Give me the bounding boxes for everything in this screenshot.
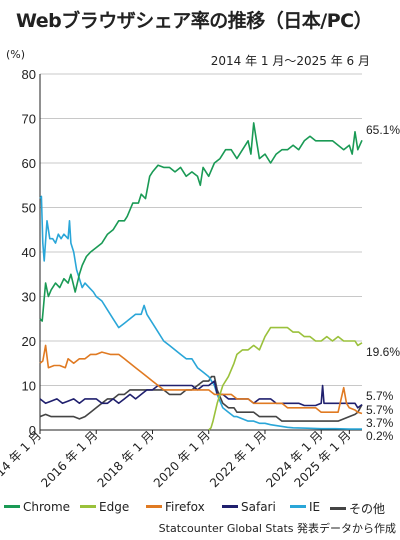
legend-swatch-edge bbox=[80, 505, 96, 508]
legend-label-chrome: Chrome bbox=[23, 500, 71, 514]
legend-item-edge: Edge bbox=[80, 500, 129, 518]
y-tick-label: 40 bbox=[22, 245, 36, 260]
source-note: Statcounter Global Stats 発表データから作成 bbox=[158, 522, 396, 535]
series-line-firefox bbox=[39, 344, 363, 415]
y-tick-label: 0 bbox=[29, 423, 36, 438]
legend-label-safari: Safari bbox=[241, 500, 276, 514]
legend-swatch-safari bbox=[222, 505, 238, 508]
legend-swatch-ie bbox=[290, 505, 306, 508]
x-tick-label: 2022 年 1 月 bbox=[207, 428, 269, 490]
end-label-edge: 19.6% bbox=[366, 345, 400, 359]
end-label-safari: 5.7% bbox=[366, 389, 394, 403]
legend: Chrome Edge Firefox Safari IE その他 bbox=[0, 500, 400, 518]
end-label-other: 5.7% bbox=[366, 403, 394, 417]
legend-item-ie: IE bbox=[290, 500, 320, 518]
x-tick-label: 2020 年 1 月 bbox=[151, 428, 213, 490]
legend-item-firefox: Firefox bbox=[146, 500, 205, 518]
series-line-chrome bbox=[39, 122, 363, 322]
x-tick-label: 2018 年 1 月 bbox=[95, 428, 157, 490]
y-tick-label: 60 bbox=[22, 156, 36, 171]
x-tick-label: 2016 年 1 月 bbox=[38, 428, 100, 490]
end-label-chrome: 65.1% bbox=[366, 123, 400, 137]
legend-swatch-chrome bbox=[4, 505, 20, 508]
legend-label-edge: Edge bbox=[99, 500, 130, 514]
y-tick-label: 80 bbox=[22, 67, 36, 82]
y-tick-label: 70 bbox=[22, 112, 36, 127]
period-label: 2014 年 1 月～2025 年 6 月 bbox=[210, 54, 370, 68]
legend-item-other: その他 bbox=[330, 500, 385, 518]
legend-swatch-firefox bbox=[146, 505, 162, 508]
x-tick-label: 2014 年 1 月 bbox=[0, 428, 44, 490]
series-line-edge bbox=[208, 326, 363, 431]
legend-item-safari: Safari bbox=[222, 500, 276, 518]
series-line-ie bbox=[39, 195, 362, 430]
y-tick-label: 30 bbox=[22, 290, 36, 305]
y-axis-unit: (%) bbox=[6, 48, 26, 61]
y-tick-label: 50 bbox=[22, 201, 36, 216]
legend-swatch-other bbox=[330, 507, 346, 510]
series-line-other bbox=[39, 375, 363, 422]
chart-title: Webブラウザシェア率の推移（日本/PC） bbox=[16, 10, 373, 32]
legend-label-ie: IE bbox=[309, 500, 321, 514]
series-line-safari bbox=[39, 380, 363, 409]
legend-label-firefox: Firefox bbox=[165, 500, 205, 514]
legend-item-chrome: Chrome bbox=[4, 500, 70, 518]
end-label-ie: 0.2% bbox=[366, 429, 394, 443]
y-tick-label: 10 bbox=[22, 379, 36, 394]
legend-label-other: その他 bbox=[349, 502, 386, 516]
end-label-firefox: 3.7% bbox=[366, 416, 394, 430]
y-tick-label: 20 bbox=[22, 334, 36, 349]
